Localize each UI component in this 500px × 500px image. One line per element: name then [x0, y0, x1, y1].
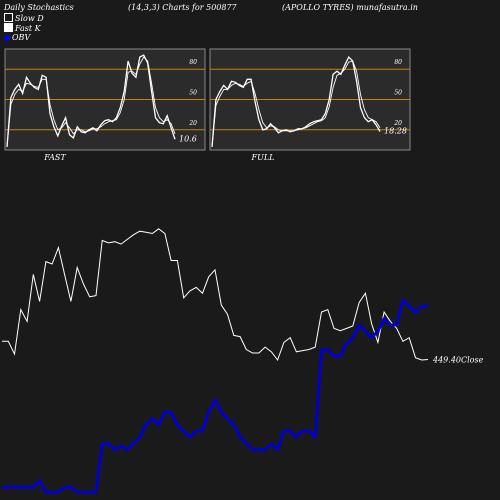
header-symbol: (APOLLO TYRES) munafasutra.in — [282, 3, 418, 12]
full-last-value-label: 18.28 — [384, 127, 407, 136]
header-params: (14,3,3) Charts for 500877 — [128, 3, 237, 12]
full-ytick-80: 80 — [394, 59, 402, 66]
legend-obv-label: OBV — [12, 33, 31, 42]
legend-fast-k-label: Fast K — [15, 24, 41, 33]
fast-ytick-20: 20 — [188, 120, 197, 127]
full-series-0 — [211, 55, 381, 148]
fast-k-swatch — [4, 23, 13, 32]
slow-d-swatch — [4, 13, 13, 22]
full-series-1 — [211, 60, 381, 148]
fast-series-1 — [6, 56, 176, 148]
fast-series-0 — [6, 54, 176, 148]
full-panel-title: FULL — [251, 153, 275, 162]
legend-obv: OBV — [4, 33, 30, 42]
full-ytick-20: 20 — [393, 120, 402, 127]
obv-swatch — [4, 35, 10, 41]
obv-line — [2, 298, 428, 494]
close-line — [2, 228, 429, 362]
legend-slow-d-label: Slow D — [15, 14, 44, 23]
fast-ytick-80: 80 — [189, 59, 197, 66]
full-ytick-50: 50 — [394, 90, 402, 97]
close-value-label: 449.40Close — [432, 356, 484, 365]
fast-panel-title: FAST — [43, 153, 66, 162]
legend-fast-k: Fast K — [4, 23, 41, 33]
fast-ytick-50: 50 — [189, 90, 197, 97]
header-title: Daily Stochastics — [4, 3, 74, 12]
legend-slow-d: Slow D — [4, 13, 44, 23]
fast-last-value-label: 10.6 — [179, 134, 197, 143]
